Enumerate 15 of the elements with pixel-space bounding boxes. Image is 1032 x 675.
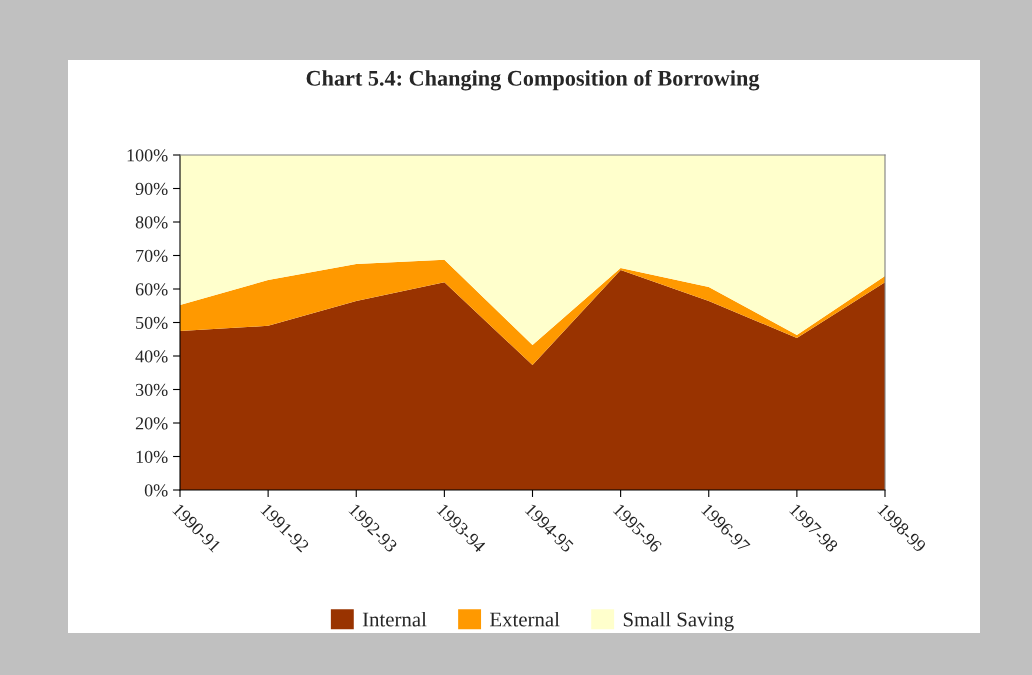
y-tick-label: 30% [135,383,168,396]
legend-label: Small Saving [623,611,734,631]
legend-label: External [489,611,560,627]
y-tick-label: 80% [135,216,168,229]
y-tick-label: 60% [135,283,168,296]
y-tick-label: 50% [136,316,168,329]
y-tick-label: 0% [144,484,168,497]
y-tick-label: 40% [135,350,168,363]
y-tick-label: 100% [127,149,168,162]
y-tick-label: 90% [135,182,168,195]
y-tick-label: 20% [135,417,168,430]
legend-label: Internal [362,611,427,627]
chart-title: Chart 5.4: Changing Composition of Borrowing [306,69,760,91]
y-tick-label: 70% [136,249,168,262]
y-tick-label: 10% [136,450,168,463]
